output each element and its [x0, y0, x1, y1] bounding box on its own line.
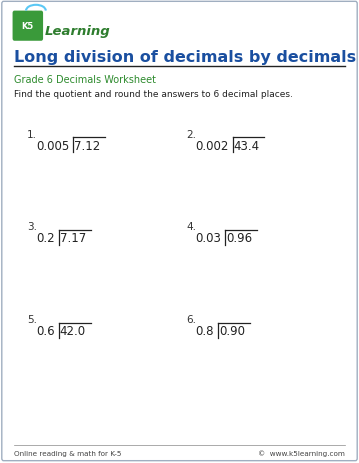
Text: 2.: 2.: [187, 129, 197, 139]
Text: Online reading & math for K-5: Online reading & math for K-5: [14, 450, 122, 456]
FancyBboxPatch shape: [13, 12, 43, 42]
Text: K5: K5: [22, 22, 34, 31]
Text: 4.: 4.: [187, 222, 197, 232]
Text: 43.4: 43.4: [234, 139, 260, 152]
Text: 0.005: 0.005: [36, 139, 69, 152]
Text: ©  www.k5learning.com: © www.k5learning.com: [258, 450, 345, 456]
Text: 42.0: 42.0: [60, 325, 86, 338]
Text: 6.: 6.: [187, 314, 197, 325]
Text: 0.2: 0.2: [36, 232, 55, 245]
Text: 7.12: 7.12: [74, 139, 100, 152]
Text: Learning: Learning: [45, 25, 111, 38]
Text: 0.96: 0.96: [227, 232, 253, 245]
Text: 0.002: 0.002: [196, 139, 229, 152]
Text: 5.: 5.: [27, 314, 37, 325]
Text: 3.: 3.: [27, 222, 37, 232]
Text: 0.03: 0.03: [196, 232, 222, 245]
Text: 0.8: 0.8: [196, 325, 214, 338]
Text: 0.90: 0.90: [219, 325, 246, 338]
Text: 0.6: 0.6: [36, 325, 55, 338]
Text: Find the quotient and round the answers to 6 decimal places.: Find the quotient and round the answers …: [14, 90, 293, 99]
Text: 7.17: 7.17: [60, 232, 86, 245]
Text: Long division of decimals by decimals: Long division of decimals by decimals: [14, 50, 356, 64]
Text: Grade 6 Decimals Worksheet: Grade 6 Decimals Worksheet: [14, 75, 157, 85]
Text: 1.: 1.: [27, 129, 37, 139]
